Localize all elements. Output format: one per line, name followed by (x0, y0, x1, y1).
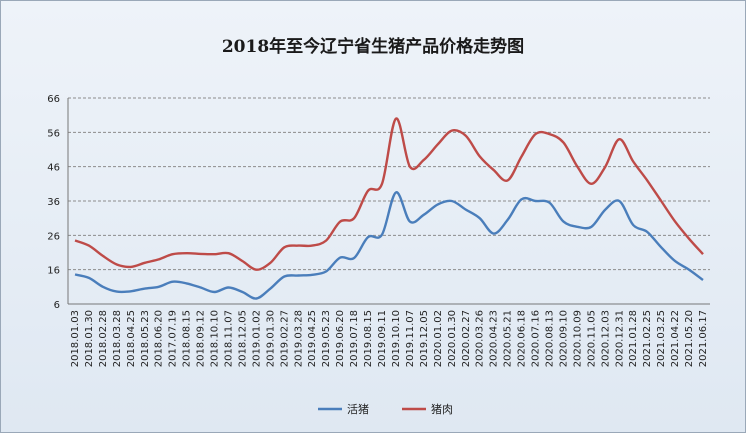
x-tick-label: 2020.12.03 (600, 310, 611, 367)
series-line-2 (74, 117, 704, 271)
x-tick-label: 2019.11.07 (405, 310, 416, 367)
x-tick-label: 2019.01.02 (251, 310, 262, 367)
x-tick-label: 2018.02.28 (98, 310, 109, 367)
x-tick-label: 2020.01.30 (447, 310, 458, 367)
x-tick-label: 2019.04.25 (307, 310, 318, 367)
x-tick-label: 2020.07.16 (531, 310, 542, 367)
x-tick-label: 2021.03.25 (656, 310, 667, 367)
x-tick-label: 2021.06.17 (698, 310, 709, 367)
x-tick-label: 2018.01.30 (84, 310, 95, 367)
y-tick-label: 16 (47, 266, 60, 277)
legend-label-1: 活猪 (347, 403, 369, 416)
x-tick-label: 2020.02.27 (461, 310, 472, 367)
x-tick-label: 2018.12.05 (237, 310, 248, 367)
series-line-1 (74, 191, 704, 300)
x-tick-label: 2018.06.20 (154, 310, 165, 367)
x-tick-label: 2020.10.09 (572, 310, 583, 367)
x-tick-label: 2019.07.18 (349, 310, 360, 367)
y-tick-label: 46 (47, 163, 60, 174)
x-tick-label: 2019.12.05 (419, 310, 430, 367)
x-tick-label: 2020.05.21 (503, 310, 514, 367)
x-tick-label: 2017.07.19 (168, 310, 179, 367)
x-tick-label: 2019.09.11 (377, 310, 388, 367)
x-tick-label: 2020.09.10 (558, 310, 569, 367)
x-tick-label: 2020.06.18 (517, 310, 528, 367)
x-tick-label: 2020.11.05 (586, 310, 597, 367)
x-tick-label: 2018.11.07 (224, 310, 235, 367)
y-tick-label: 56 (47, 128, 60, 139)
x-tick-label: 2020.01.02 (433, 310, 444, 367)
x-tick-label: 2018.01.03 (70, 310, 81, 367)
x-tick-label: 2019.05.23 (321, 310, 332, 367)
x-tick-label: 2020.08.13 (545, 310, 556, 367)
x-tick-label: 2021.05.20 (684, 310, 695, 367)
x-tick-label: 2019.02.27 (279, 310, 290, 367)
y-tick-label: 26 (47, 231, 60, 242)
x-tick-label: 2019.01.30 (265, 310, 276, 367)
x-tick-label: 2019.03.28 (293, 310, 304, 367)
x-tick-label: 2021.02.25 (642, 310, 653, 367)
x-tick-label: 2018.03.28 (112, 310, 123, 367)
x-tick-label: 2021.04.22 (670, 310, 681, 367)
x-tick-label: 2018.05.23 (140, 310, 151, 367)
x-tick-label: 2021.01.28 (628, 310, 639, 367)
legend-label-2: 猪肉 (431, 403, 453, 416)
chart-title: 2018年至今辽宁省生猪产品价格走势图 (221, 37, 525, 57)
y-tick-label: 6 (54, 300, 60, 311)
x-tick-label: 2019.08.15 (363, 310, 374, 367)
x-tick-label: 2018.10.10 (210, 310, 221, 367)
x-tick-label: 2020.04.23 (489, 310, 500, 367)
x-tick-label: 2020.03.26 (475, 310, 486, 367)
x-tick-label: 2020.12.31 (614, 310, 625, 367)
y-tick-label: 66 (47, 94, 60, 105)
x-tick-label: 2019.10.10 (391, 310, 402, 367)
y-tick-label: 36 (47, 197, 60, 208)
x-tick-label: 2018.04.25 (126, 310, 137, 367)
x-tick-label: 2018.08.15 (182, 310, 193, 367)
x-tick-label: 2019.06.20 (335, 310, 346, 367)
x-tick-label: 2018.09.12 (196, 310, 207, 367)
